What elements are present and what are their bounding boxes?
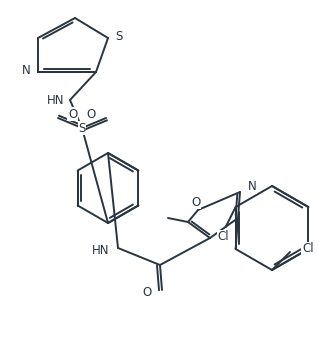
Text: Cl: Cl <box>302 242 314 256</box>
Text: HN: HN <box>91 243 109 257</box>
Text: Cl: Cl <box>218 231 229 243</box>
Text: O: O <box>143 286 152 298</box>
Text: S: S <box>115 30 122 44</box>
Text: HN: HN <box>47 94 64 106</box>
Text: O: O <box>68 107 77 121</box>
Text: N: N <box>248 180 257 193</box>
Text: N: N <box>22 65 31 77</box>
Text: O: O <box>87 107 96 121</box>
Text: O: O <box>191 195 201 209</box>
Text: S: S <box>78 121 86 135</box>
